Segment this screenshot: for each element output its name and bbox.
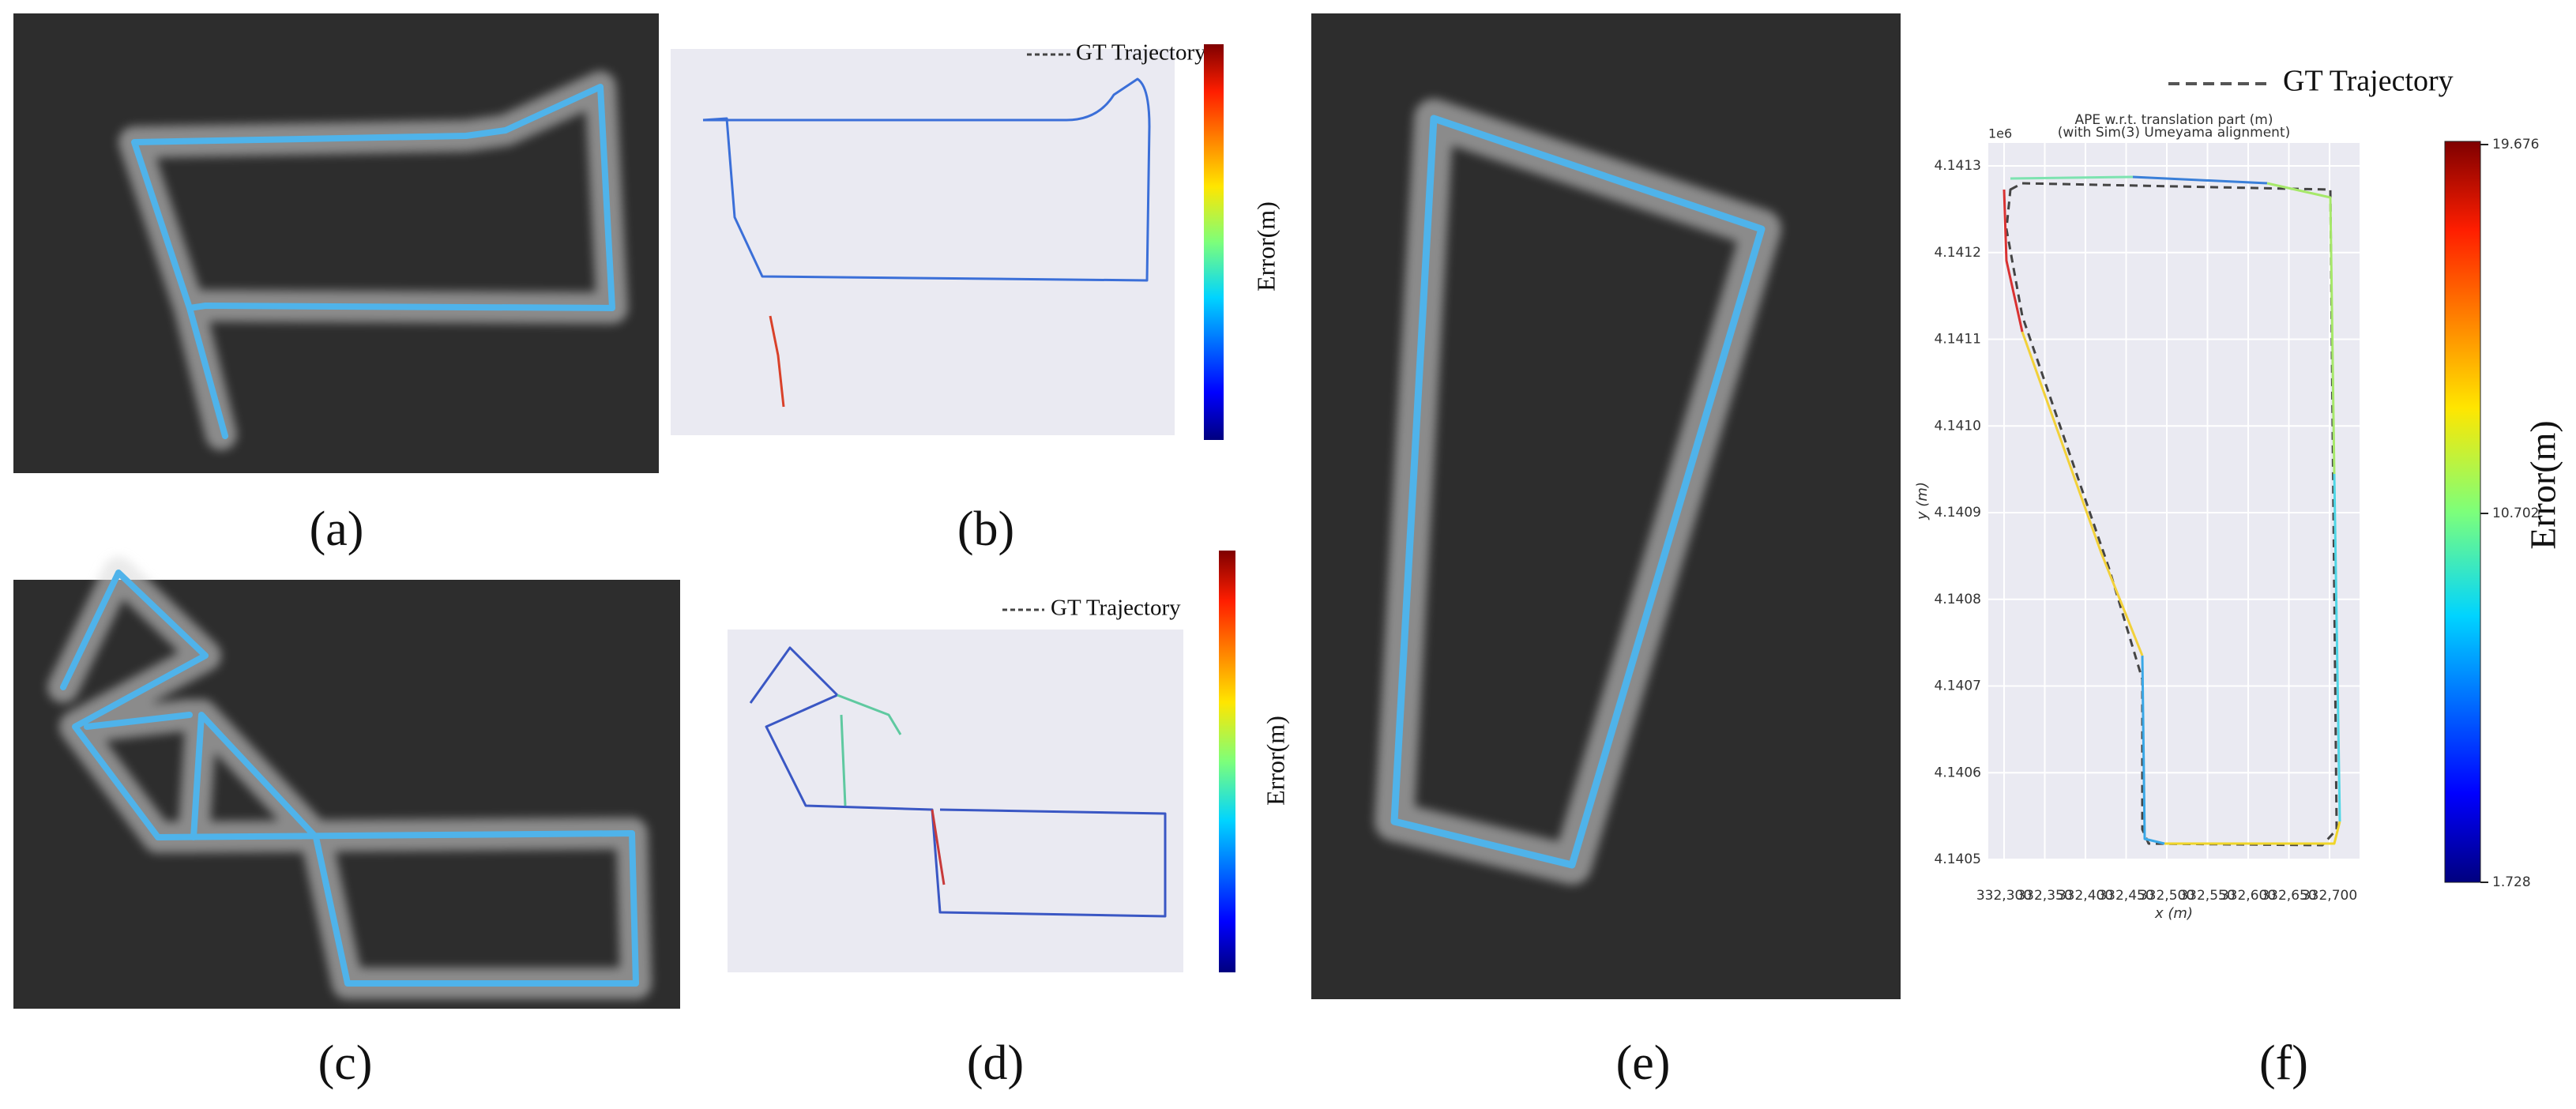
plot-f: APE w.r.t. translation part (m) (with Si… [1914, 65, 2563, 922]
colorbar-tick-label: 19.676 [2492, 137, 2539, 152]
caption: (a) [310, 502, 364, 556]
y-tick-label: 4.1406 [1935, 765, 1981, 780]
y-tick-label: 4.1409 [1935, 505, 1981, 521]
caption: (f) [2259, 1036, 2308, 1090]
x-tick-label: 332,550 [2179, 888, 2235, 904]
x-tick-label: 332,450 [2098, 888, 2153, 904]
map-a [13, 13, 659, 473]
legend-label: GT Trajectory [2283, 65, 2454, 98]
plot-d: GT Trajectory Error(m) [728, 551, 1289, 972]
x-axis-label: x (m) [2154, 905, 2193, 922]
y-tick-label: 4.1410 [1935, 418, 1981, 434]
colorbar-tick-label: 1.728 [2492, 874, 2531, 890]
map-e [1311, 13, 1901, 999]
legend-label: GT Trajectory [1051, 596, 1181, 621]
map-c [13, 557, 680, 1009]
x-tick-label: 332,700 [2302, 888, 2357, 904]
y-tick-label: 4.1412 [1935, 245, 1981, 261]
y-tick-label: 4.1405 [1935, 851, 1981, 867]
caption: (c) [318, 1036, 373, 1090]
y-axis-label: y (m) [1914, 482, 1931, 521]
colorbar-label: Error(m) [1261, 716, 1289, 806]
x-tick-label: 332,350 [2017, 888, 2072, 904]
caption: (b) [957, 502, 1014, 556]
y-tick-label: 4.1407 [1935, 679, 1981, 694]
caption: (d) [967, 1036, 1024, 1090]
plot-title: APE w.r.t. translation part (m) [2075, 112, 2273, 128]
y-tick-label: 4.1408 [1935, 592, 1981, 607]
y-tick-label: 4.1411 [1935, 332, 1981, 348]
colorbar-label: Error(m) [2523, 420, 2563, 549]
colorbar-tick-label: 10.702 [2492, 506, 2539, 521]
legend-label: GT Trajectory [1076, 40, 1206, 66]
axis-offset: 1e6 [1988, 126, 2012, 141]
plot-subtitle: (with Sim(3) Umeyama alignment) [2058, 125, 2291, 141]
x-tick-label: 332,600 [2221, 888, 2276, 904]
colorbar-label: Error(m) [1251, 201, 1280, 291]
caption: (e) [1616, 1036, 1671, 1090]
x-tick-label: 332,400 [2058, 888, 2113, 904]
x-tick-label: 332,500 [2139, 888, 2194, 904]
plot-b: GT Trajectory Error(m) [671, 40, 1280, 440]
x-tick-label: 332,300 [1976, 888, 2032, 904]
x-tick-label: 332,650 [2261, 888, 2316, 904]
y-tick-label: 4.1413 [1935, 158, 1981, 174]
